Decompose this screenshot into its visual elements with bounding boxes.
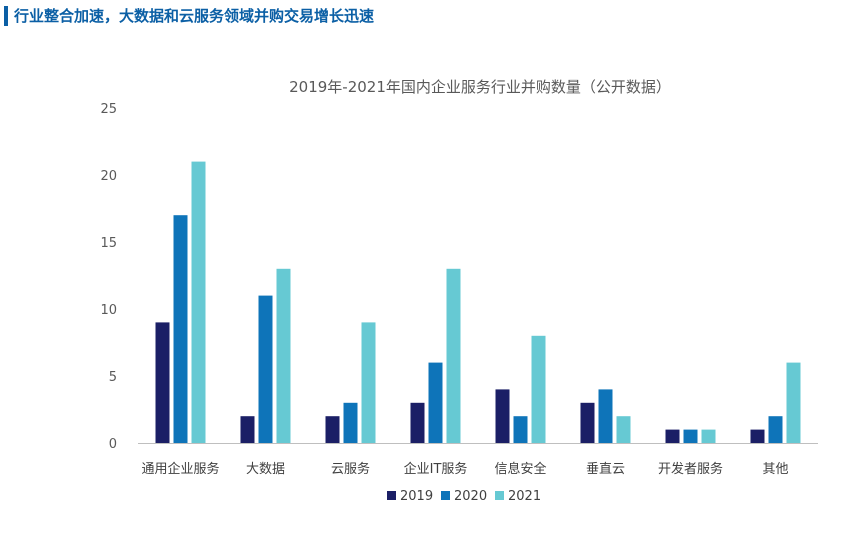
bar-2020-6	[683, 429, 698, 443]
bar-2019-2	[325, 416, 340, 443]
bar-2020-2	[343, 402, 358, 443]
legend-label: 2020	[454, 489, 487, 504]
x-tick-label: 大数据	[246, 462, 285, 477]
bar-2019-7	[750, 429, 765, 443]
bar-2020-4	[513, 416, 528, 443]
legend-swatch-2020	[441, 491, 450, 500]
bar-2020-0	[173, 215, 188, 443]
bar-2019-1	[240, 416, 255, 443]
bar-2019-6	[665, 429, 680, 443]
bar-2021-2	[361, 322, 376, 443]
legend-swatch-2021	[495, 491, 504, 500]
bar-2021-0	[191, 161, 206, 443]
x-tick-label: 其他	[762, 462, 788, 477]
header: 行业整合加速，大数据和云服务领域并购交易增长迅速	[0, 0, 865, 34]
bar-2019-5	[580, 402, 595, 443]
x-tick-label: 垂直云	[586, 462, 625, 477]
bar-2021-5	[616, 416, 631, 443]
y-axis-ticks: 0 5 10 15 20 25	[100, 102, 117, 452]
y-tick-label: 15	[100, 236, 117, 251]
legend-swatch-2019	[387, 491, 396, 500]
bar-2019-4	[495, 389, 510, 443]
bar-2021-7	[786, 362, 801, 443]
legend: 2019 2020 2021	[387, 489, 541, 504]
y-tick-label: 20	[100, 169, 117, 184]
chart-container: 2019年-2021年国内企业服务行业并购数量（公开数据） 0 5 10 15 20 25…	[0, 40, 865, 539]
bar-2020-3	[428, 362, 443, 443]
x-tick-label: 通用企业服务	[141, 461, 219, 477]
x-axis-labels: 通用企业服务 大数据 云服务 企业IT服务 信息安全 垂直云 开发者服务 其他	[141, 461, 788, 477]
bar-2020-1	[258, 295, 273, 443]
legend-label: 2019	[400, 489, 433, 504]
x-tick-label: 开发者服务	[658, 461, 723, 477]
bar-2019-3	[410, 402, 425, 443]
page-title: 行业整合加速，大数据和云服务领域并购交易增长迅速	[14, 7, 375, 25]
bar-2021-6	[701, 429, 716, 443]
bar-2021-3	[446, 268, 461, 443]
bars	[155, 161, 801, 443]
bar-2019-0	[155, 322, 170, 443]
header-accent-bar	[4, 6, 8, 26]
bar-2021-1	[276, 268, 291, 443]
x-tick-label: 云服务	[331, 461, 370, 477]
y-tick-label: 5	[109, 370, 117, 385]
y-tick-label: 10	[100, 303, 117, 318]
y-tick-label: 0	[109, 437, 117, 452]
x-tick-label: 企业IT服务	[404, 461, 468, 477]
bar-chart: 2019年-2021年国内企业服务行业并购数量（公开数据） 0 5 10 15 20 25…	[100, 78, 818, 504]
bar-2020-5	[598, 389, 613, 443]
y-tick-label: 25	[100, 102, 117, 117]
bar-2020-7	[768, 416, 783, 443]
legend-label: 2021	[508, 489, 541, 504]
bar-2021-4	[531, 335, 546, 443]
x-tick-label: 信息安全	[494, 461, 546, 477]
chart-title: 2019年-2021年国内企业服务行业并购数量（公开数据）	[289, 78, 671, 96]
